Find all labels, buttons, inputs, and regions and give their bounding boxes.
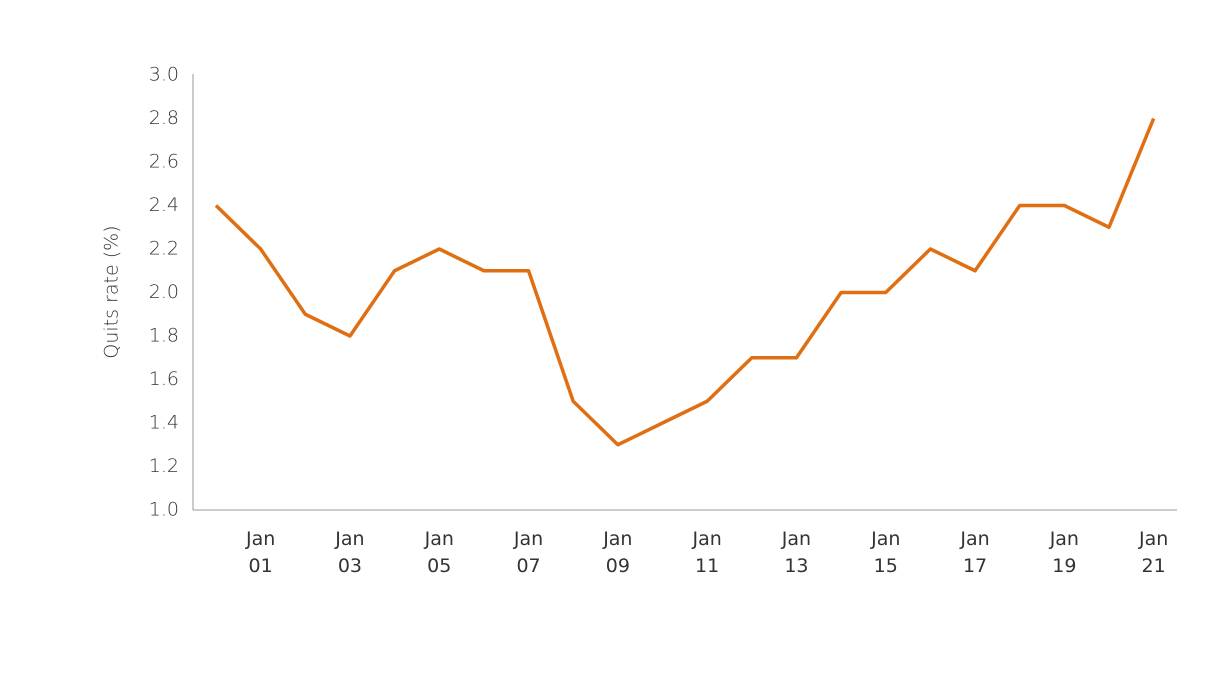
x-tick-label: Jan 19	[1049, 528, 1079, 577]
x-tick-label: Jan 21	[1138, 528, 1169, 577]
y-tick-label: 1.0	[149, 499, 179, 521]
x-tick-label: Jan 01	[245, 528, 276, 577]
y-tick-label: 1.6	[149, 368, 179, 390]
y-tick-label: 2.0	[149, 281, 179, 303]
y-axis-label: Quits rate (%)	[101, 225, 123, 358]
x-tick-label: Jan 17	[960, 528, 990, 577]
y-tick-label: 3.0	[149, 64, 179, 86]
x-tick-label: Jan 13	[781, 528, 812, 577]
y-tick-label: 1.8	[149, 325, 179, 347]
x-tick-label: Jan 15	[871, 528, 901, 577]
y-tick-label: 2.4	[149, 194, 179, 216]
x-tick-label: Jan 11	[692, 528, 722, 577]
x-tick-label: Jan 05	[424, 528, 454, 577]
y-tick-label: 2.8	[149, 107, 179, 129]
x-tick-label: Jan 07	[513, 528, 544, 577]
y-tick-label: 1.4	[149, 412, 179, 434]
x-tick-label: Jan 09	[603, 528, 633, 577]
line	[214, 117, 1156, 447]
y-tick-label: 1.2	[149, 455, 179, 477]
y-tick-label: 2.6	[149, 151, 179, 173]
x-tick-label: Jan 03	[335, 528, 365, 577]
y-tick-label: 2.2	[149, 238, 179, 260]
